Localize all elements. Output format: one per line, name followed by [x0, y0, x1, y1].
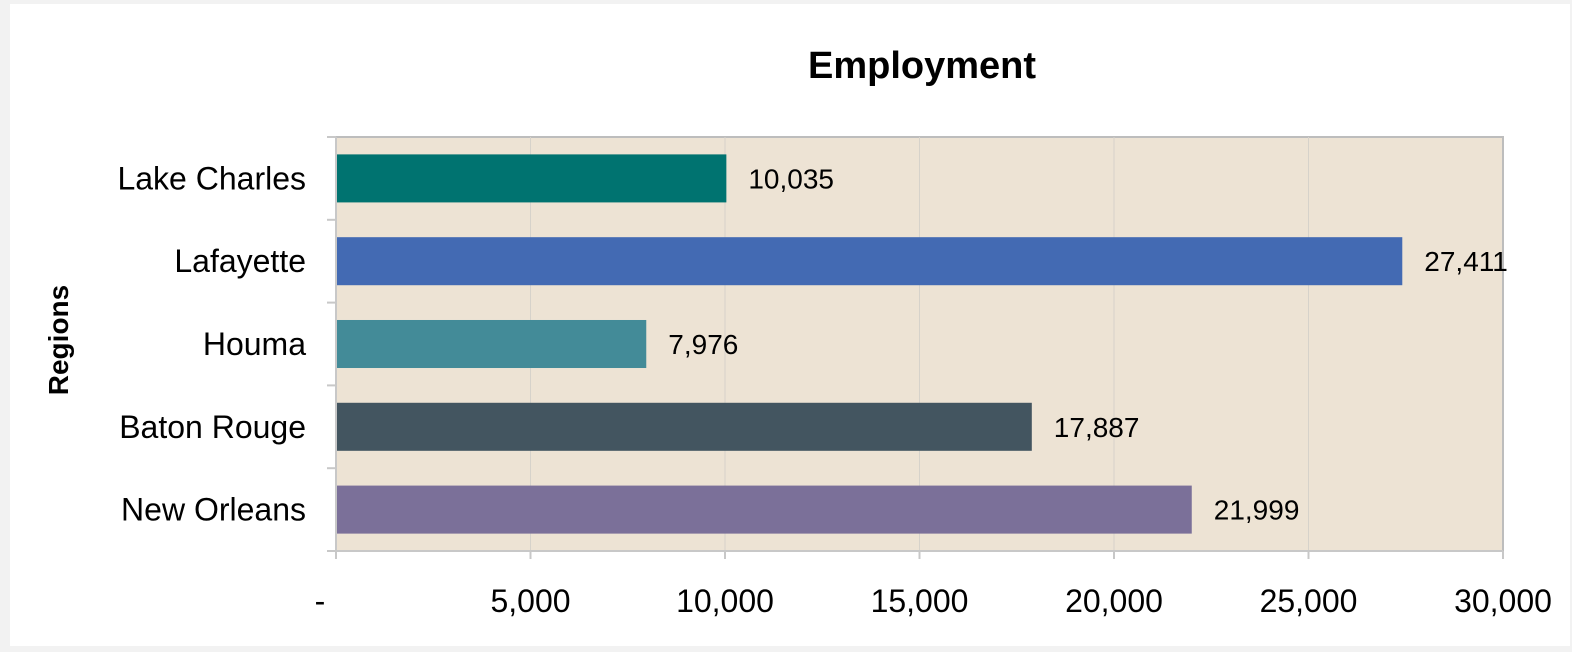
labels: - 5,000 10,000 15,000 20,000 25,000 30,000 Lake… — [117, 160, 1551, 619]
x-tick-label: 5,000 — [490, 583, 570, 619]
y-axis-title: Regions — [43, 285, 74, 395]
category-label: New Orleans — [121, 492, 306, 528]
x-tick-label: 10,000 — [676, 583, 774, 619]
data-label: 27,411 — [1424, 246, 1508, 277]
data-label: 7,976 — [668, 329, 738, 360]
bar — [337, 237, 1403, 286]
category-label: Lafayette — [174, 243, 306, 279]
bar — [337, 402, 1032, 451]
category-label: Lake Charles — [117, 160, 306, 196]
bar — [337, 154, 727, 203]
data-label: 21,999 — [1214, 495, 1300, 526]
category-label: Baton Rouge — [119, 409, 306, 445]
bar — [337, 485, 1192, 534]
bars — [337, 154, 1403, 534]
chart-title: Employment — [808, 45, 1036, 87]
data-label: 17,887 — [1054, 412, 1140, 443]
x-tick-label: 20,000 — [1065, 583, 1163, 619]
category-label: Houma — [203, 326, 306, 362]
x-tick-label: - — [315, 583, 326, 619]
x-tick-label: 30,000 — [1454, 583, 1552, 619]
x-tick-label: 15,000 — [871, 583, 969, 619]
data-label: 10,035 — [748, 163, 834, 194]
bar — [337, 319, 647, 369]
axes — [327, 136, 1504, 559]
chart-frame: Employment Regions - 5,000 10,000 15,000 20,… — [10, 4, 1570, 646]
x-tick-label: 25,000 — [1260, 583, 1358, 619]
gridlines — [530, 137, 1309, 551]
employment-chart: Employment Regions - 5,000 10,000 15,000 20,… — [43, 45, 1552, 619]
